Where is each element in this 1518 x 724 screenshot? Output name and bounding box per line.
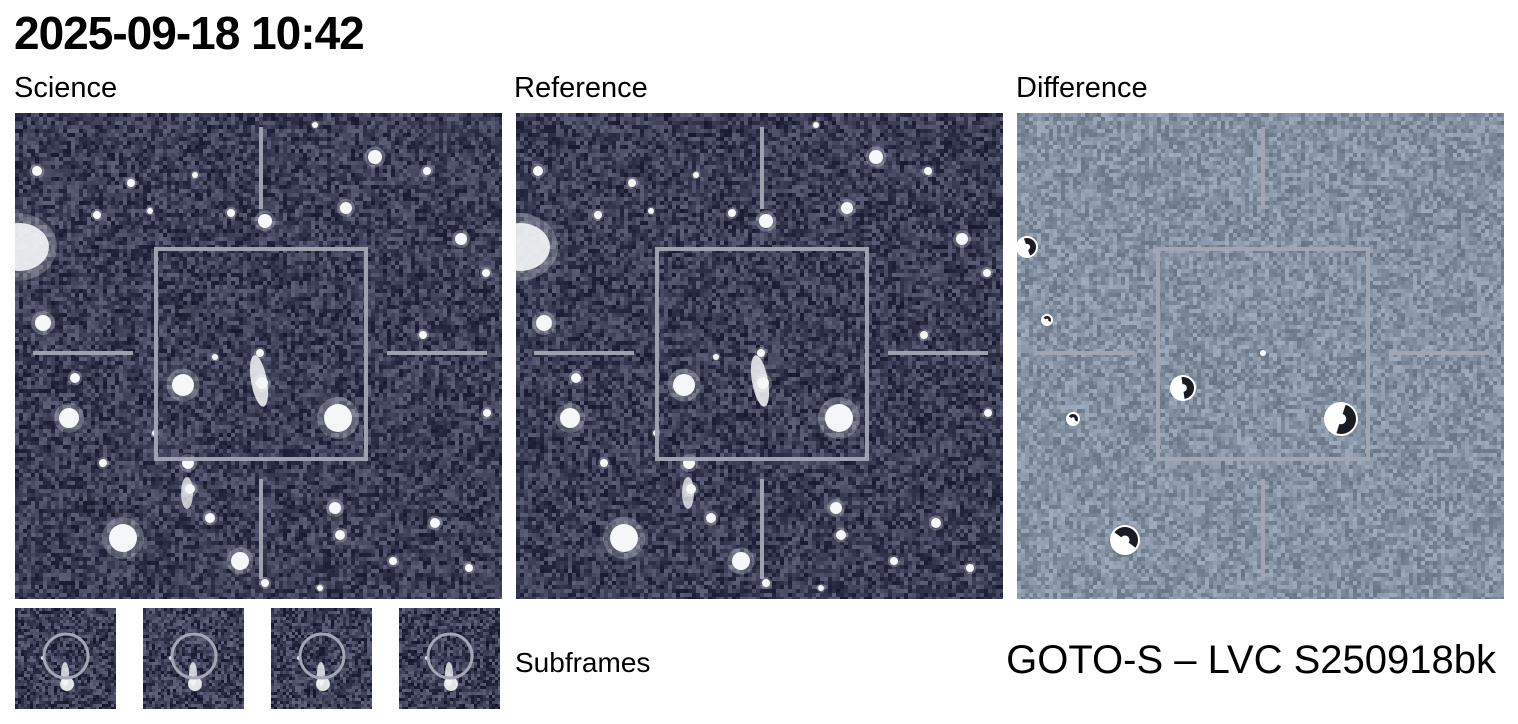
reference-label: Reference [514,70,648,106]
event-label: GOTO-S – LVC S250918bk [1006,636,1496,684]
page-title: 2025-09-18 10:42 [14,6,365,60]
subframe-thumbnail [271,608,372,709]
subframes-label: Subframes [515,646,650,680]
difference-label: Difference [1016,70,1148,106]
science-image [15,113,502,599]
reference-image [516,113,1003,599]
science-label: Science [14,70,117,106]
subframe-thumbnail [15,608,116,709]
difference-image [1017,113,1504,599]
subframe-thumbnail [399,608,500,709]
subframe-thumbnail [143,608,244,709]
